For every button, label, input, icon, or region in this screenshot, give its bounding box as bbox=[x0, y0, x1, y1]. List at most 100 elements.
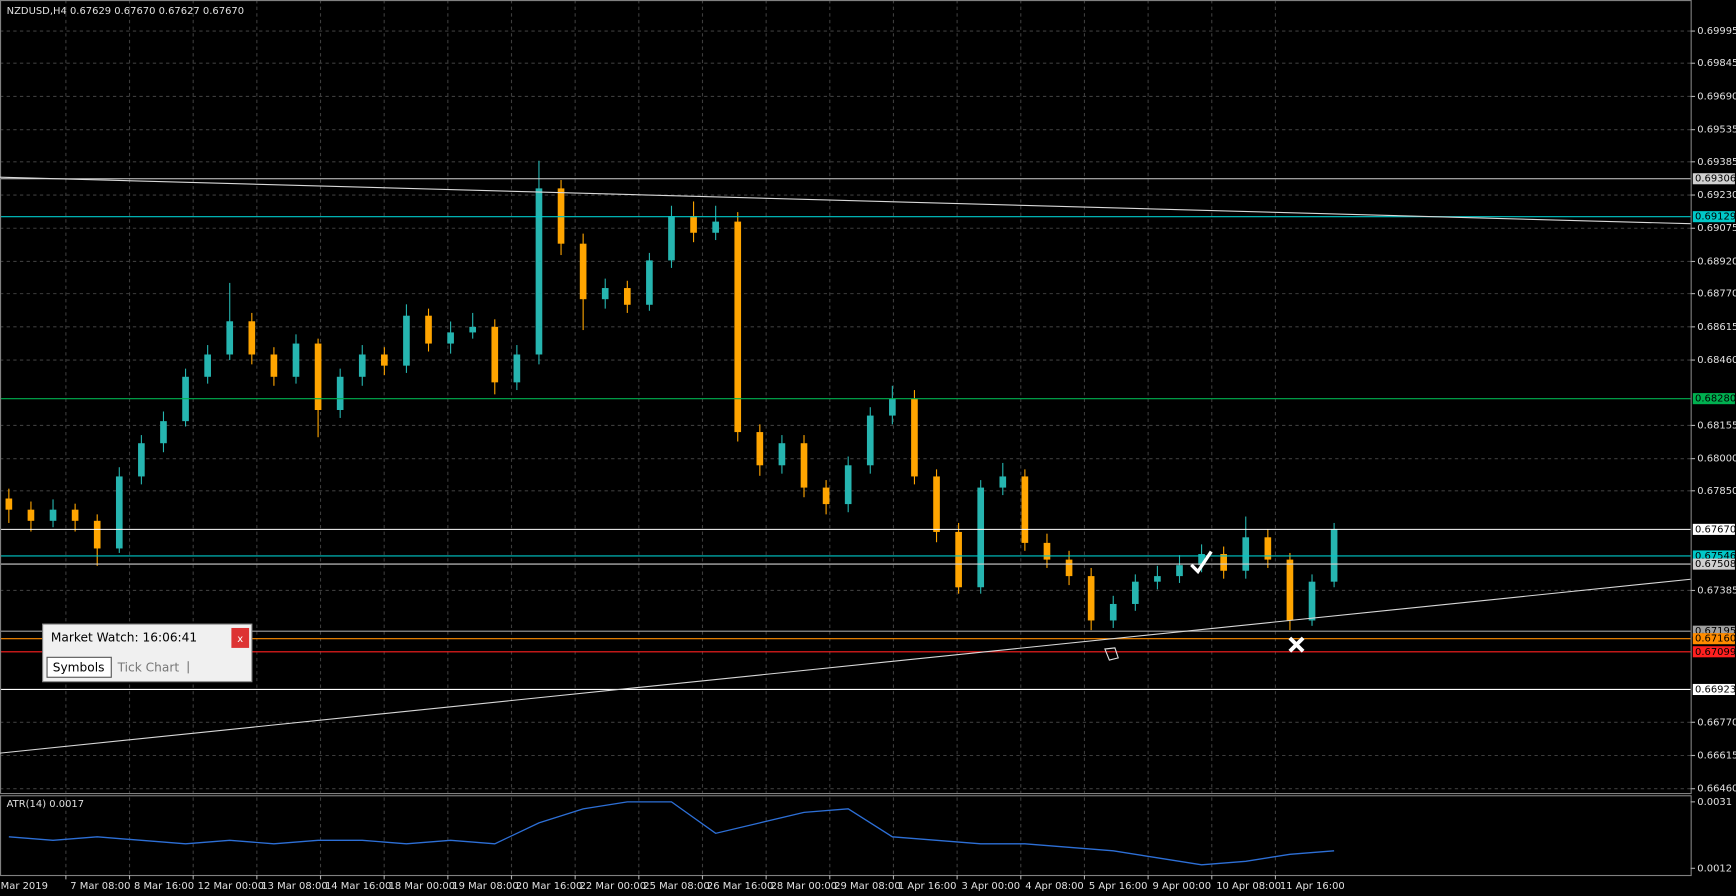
candle-body bbox=[889, 398, 896, 416]
y-tick-label: 0.66615 bbox=[1697, 750, 1736, 761]
tab[interactable] bbox=[46, 656, 112, 678]
candle-body bbox=[226, 321, 234, 355]
candle-body bbox=[513, 354, 521, 383]
level-tag bbox=[1692, 550, 1735, 562]
candle-body bbox=[1131, 581, 1139, 604]
x-tick-label: 13 Mar 08:00 bbox=[261, 881, 327, 892]
candle-body bbox=[1242, 537, 1250, 571]
candle-body bbox=[403, 315, 410, 366]
tab-label[interactable]: Tick Chart bbox=[117, 660, 180, 674]
candle-body bbox=[977, 487, 985, 588]
level-tag bbox=[1692, 558, 1735, 570]
level-label: 0.67546 bbox=[1695, 551, 1736, 562]
level-tag bbox=[1692, 683, 1735, 696]
candle-body bbox=[314, 343, 322, 411]
candle-body bbox=[1154, 576, 1161, 582]
candle-body bbox=[491, 326, 499, 383]
y-tick-label: 0.69690 bbox=[1697, 91, 1736, 102]
candle-body bbox=[734, 221, 742, 433]
x-tick-label: 12 Mar 00:00 bbox=[198, 881, 264, 892]
y-tick-label: 0.68460 bbox=[1697, 355, 1736, 366]
x-tick-label: 6 Mar 2019 bbox=[0, 881, 48, 892]
candle-body bbox=[160, 421, 167, 444]
level-tag bbox=[1692, 646, 1735, 658]
candle-body bbox=[292, 343, 300, 377]
close-label[interactable]: x bbox=[237, 634, 243, 645]
candle-body bbox=[601, 288, 609, 300]
x-tick-label: 19 Mar 08:00 bbox=[452, 881, 518, 892]
candle-body bbox=[1286, 559, 1294, 621]
trend-line bbox=[0, 578, 1691, 754]
y-tick-label: 0.67850 bbox=[1697, 486, 1736, 497]
candle-body bbox=[1065, 559, 1073, 577]
level-tag bbox=[1692, 523, 1735, 535]
level-label: 0.66923 bbox=[1695, 684, 1736, 695]
level-label: 0.68280 bbox=[1695, 394, 1736, 405]
y-tick-label: 0.68000 bbox=[1697, 454, 1736, 465]
candle-body bbox=[1176, 565, 1183, 577]
cross-icon bbox=[1288, 636, 1305, 653]
candle-body bbox=[115, 476, 123, 549]
x-tick-label: 14 Mar 16:00 bbox=[325, 881, 391, 892]
x-tick-label: 5 Apr 16:00 bbox=[1089, 881, 1148, 892]
candle-body bbox=[844, 465, 852, 505]
candle-body bbox=[933, 476, 940, 532]
candle-body bbox=[49, 509, 57, 521]
candle-body bbox=[911, 398, 918, 477]
chart-title: NZDUSD,H4 0.67629 0.67670 0.67627 0.6767… bbox=[7, 6, 244, 17]
x-tick-label: 1 Apr 16:00 bbox=[898, 881, 957, 892]
main-frame bbox=[0, 0, 1692, 795]
x-tick-label: 9 Apr 00:00 bbox=[1153, 881, 1212, 892]
y-tick-label: 0.66770 bbox=[1697, 717, 1736, 728]
atr-title: ATR(14) 0.0017 bbox=[7, 799, 84, 810]
x-tick-label: 7 Mar 08:00 bbox=[70, 881, 130, 892]
candle-body bbox=[71, 509, 79, 521]
y-tick-label: 0.66460 bbox=[1697, 784, 1736, 795]
candle-body bbox=[822, 487, 830, 505]
x-tick-label: 28 Mar 00:00 bbox=[771, 881, 837, 892]
close-button[interactable] bbox=[231, 627, 250, 648]
level-tag bbox=[1692, 173, 1735, 185]
candle-body bbox=[999, 476, 1007, 488]
candle-body bbox=[623, 288, 631, 305]
level-label: 0.69306 bbox=[1695, 174, 1736, 185]
candle-body bbox=[1264, 537, 1272, 560]
market-watch-title: Market Watch: 16:06:41 bbox=[51, 630, 197, 644]
candle-body bbox=[1021, 476, 1029, 543]
level-label: 0.67160 bbox=[1695, 634, 1736, 645]
candle-body bbox=[93, 520, 101, 549]
candle-body bbox=[579, 243, 587, 300]
hand-icon bbox=[1104, 647, 1119, 661]
x-tick-label: 26 Mar 16:00 bbox=[707, 881, 773, 892]
tab-label[interactable]: Symbols bbox=[53, 660, 105, 674]
check-icon bbox=[1190, 550, 1213, 575]
candle-body bbox=[138, 443, 145, 477]
level-tag bbox=[1692, 211, 1735, 223]
candle-body bbox=[270, 354, 278, 377]
candle-body bbox=[1043, 542, 1051, 560]
candle-body bbox=[5, 498, 13, 510]
level-label: 0.67508 bbox=[1695, 559, 1736, 570]
candle-body bbox=[1308, 581, 1316, 621]
y-tick-label: 0.69845 bbox=[1697, 58, 1736, 69]
x-tick-label: 10 Apr 08:00 bbox=[1216, 881, 1281, 892]
candle-body bbox=[646, 260, 653, 305]
x-tick-label: 11 Apr 16:00 bbox=[1280, 881, 1345, 892]
y-tick-label: 0.68920 bbox=[1697, 256, 1736, 267]
x-tick-label: 29 Mar 08:00 bbox=[834, 881, 900, 892]
market-watch: Market Watch: 16:06:41 x Symbols Tick Ch… bbox=[42, 623, 253, 683]
y-tick-label: 0.69230 bbox=[1697, 190, 1736, 201]
atr-tick-label: 0.0031 bbox=[1697, 797, 1732, 808]
plot-area bbox=[0, 160, 1691, 866]
candle-body bbox=[336, 376, 344, 411]
trend-line bbox=[0, 176, 1691, 225]
x-tick-label: 4 Apr 08:00 bbox=[1025, 881, 1084, 892]
x-tick-label: 20 Mar 16:00 bbox=[516, 881, 582, 892]
level-label: 0.67099 bbox=[1695, 647, 1736, 658]
candle-body bbox=[248, 321, 256, 355]
y-tick-label: 0.69075 bbox=[1697, 223, 1736, 234]
level-label: 0.67670 bbox=[1695, 524, 1736, 535]
level-tag bbox=[1692, 633, 1735, 645]
candle-body bbox=[712, 221, 719, 233]
